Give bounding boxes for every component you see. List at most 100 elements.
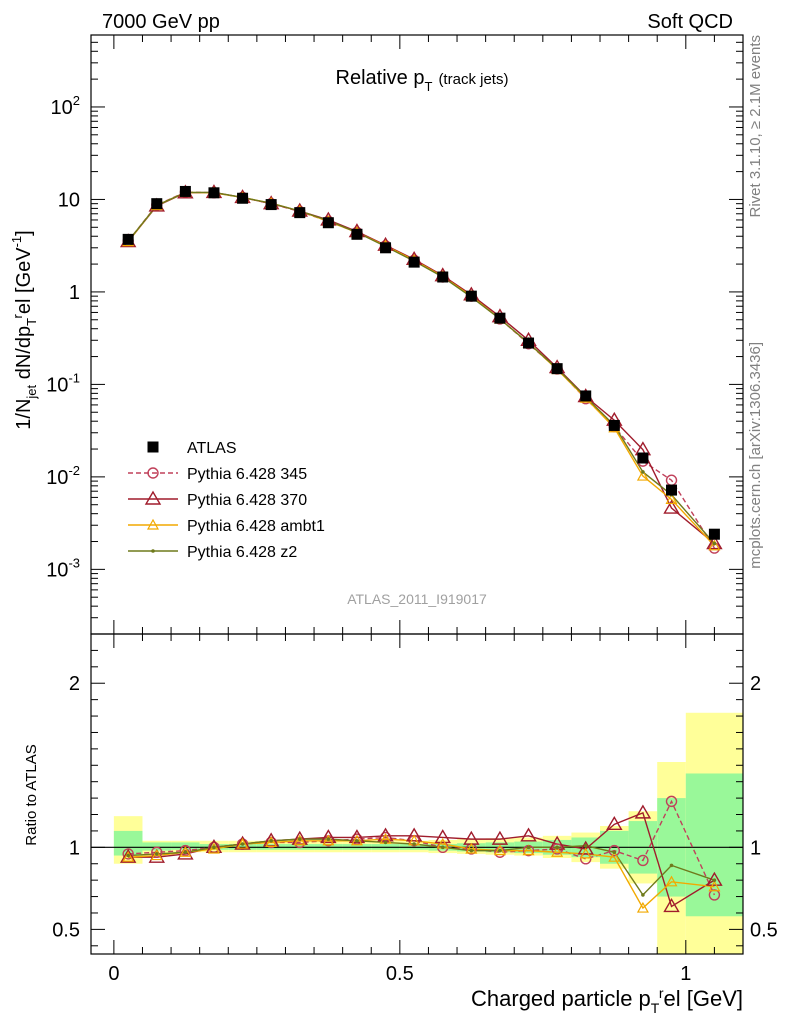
ratio-point-p345	[708, 889, 721, 901]
main-y-tick-label: 10-3	[46, 555, 80, 581]
main-y-tick-label: 10-2	[46, 463, 80, 489]
ratio-point-p370	[262, 832, 280, 847]
ratio-point-z2	[469, 848, 474, 853]
ratio-point-ambt1	[350, 834, 363, 846]
main-point-ambt1	[665, 493, 678, 505]
legend-label-atlas: ATLAS	[187, 440, 237, 457]
ratio-y-tick-label-right: 1	[750, 837, 761, 859]
main-point-p370	[706, 535, 723, 550]
ratio-point-z2	[669, 863, 674, 868]
main-point-atlas	[551, 363, 563, 375]
main-point-ambt1	[708, 539, 721, 551]
ratio-point-z2	[612, 850, 617, 855]
ratio-point-z2	[555, 845, 559, 850]
main-point-atlas	[437, 271, 449, 283]
ratio-point-z2	[498, 848, 502, 853]
ratio-point-p345	[608, 844, 621, 857]
ratio-point-p370	[491, 830, 509, 845]
main-point-atlas	[179, 185, 191, 197]
ratio-line-p345	[128, 799, 716, 896]
ratio-point-z2	[412, 842, 416, 846]
legend-label-z2: Pythia 6.428 z2	[187, 544, 297, 561]
ratio-y-tick-label-left: 1	[69, 837, 80, 859]
main-point-atlas	[151, 198, 163, 210]
ratio-point-p345	[665, 795, 678, 808]
ratio-point-ambt1	[122, 850, 135, 862]
ratio-point-p370	[706, 871, 723, 886]
ratio-y-tick-label-left: 0.5	[52, 919, 80, 941]
tick-labels: 0 0.5 1 0.5 0.5 1 1 2 2 10-3 10-2 10-1 1 10 102	[46, 93, 778, 985]
main-point-atlas	[708, 528, 720, 540]
ratio-y-tick-label-left: 2	[69, 673, 80, 695]
ratio-point-z2	[583, 843, 588, 848]
ratio-point-z2	[712, 878, 717, 882]
legend-marker-p370	[144, 490, 162, 505]
x-tick-label: 0	[108, 963, 119, 985]
main-point-p370	[663, 499, 680, 514]
ratio-point-z2	[526, 845, 531, 850]
main-point-atlas	[265, 199, 277, 211]
x-tick-label: 0.5	[386, 963, 414, 985]
main-point-atlas	[580, 390, 592, 402]
header-left: 7000 GeV pp	[102, 11, 220, 33]
legend-label-ambt1: Pythia 6.428 ambt1	[187, 518, 325, 535]
main-point-z2	[712, 541, 717, 546]
main-point-atlas	[351, 228, 363, 240]
ratio-point-z2	[269, 838, 273, 843]
main-point-atlas	[322, 217, 334, 229]
ratio-point-z2	[183, 850, 188, 855]
ratio-point-z2	[240, 842, 245, 846]
main-title-text: Relative p	[336, 67, 425, 89]
legend-marker-atlas	[147, 441, 159, 453]
ratio-point-z2	[126, 853, 130, 858]
ratio-point-z2	[154, 852, 159, 856]
x-tick-label: 1	[680, 963, 691, 985]
main-point-atlas	[465, 290, 477, 302]
analysis-id: ATLAS_2011_I919017	[347, 591, 487, 607]
main-y-tick-label: 10	[58, 189, 80, 211]
main-y-tick-label: 10-1	[46, 370, 80, 396]
series-markers	[119, 184, 723, 913]
ratio-point-ambt1	[293, 834, 306, 846]
ratio-point-z2	[641, 893, 645, 897]
ratio-point-p345	[494, 846, 506, 858]
ratio-point-z2	[355, 838, 359, 843]
ratio-point-p370	[663, 898, 680, 913]
ratio-point-p370	[119, 848, 137, 863]
ratio-point-p345	[637, 854, 649, 867]
ratio-point-z2	[297, 837, 302, 841]
main-point-atlas	[608, 419, 620, 431]
main-point-atlas	[294, 207, 306, 219]
ratio-point-p370	[520, 827, 537, 842]
rivet-label: Rivet 3.1.10, ≥ 2.1M events	[747, 35, 764, 218]
ratio-point-p370	[434, 829, 451, 844]
legend-label-p345: Pythia 6.428 345	[187, 466, 307, 483]
main-title-subscript: T	[424, 79, 432, 94]
ratio-point-p345	[151, 846, 163, 858]
main-point-atlas	[380, 242, 392, 254]
ratio-point-z2	[326, 837, 331, 841]
ratio-point-ambt1	[551, 846, 564, 857]
ratio-point-ambt1	[522, 844, 535, 856]
ratio-point-ambt1	[579, 847, 592, 859]
main-point-atlas	[208, 187, 220, 199]
ratio-y-axis-label: Ratio to ATLAS	[23, 744, 40, 845]
ratio-point-p370	[320, 829, 337, 844]
ratio-point-p370	[291, 830, 308, 845]
ratio-point-ambt1	[265, 836, 278, 848]
main-point-z2	[641, 470, 645, 474]
ratio-point-ambt1	[608, 850, 621, 862]
main-point-atlas	[637, 452, 649, 464]
ratio-point-z2	[212, 845, 216, 850]
ratio-point-ambt1	[322, 834, 335, 846]
main-point-atlas	[237, 192, 249, 204]
ratio-point-ambt1	[150, 849, 163, 861]
ratio-point-ambt1	[207, 842, 220, 854]
ratio-band-inner	[142, 842, 172, 851]
main-y-axis-label: 1/Njet dN/dpTrel [GeV-1]	[9, 230, 39, 429]
ratio-point-ambt1	[179, 846, 192, 857]
ratio-point-p370	[405, 827, 423, 842]
ratio-point-ambt1	[636, 901, 649, 913]
axes-frames	[90, 34, 744, 955]
ratio-point-ambt1	[236, 837, 249, 849]
